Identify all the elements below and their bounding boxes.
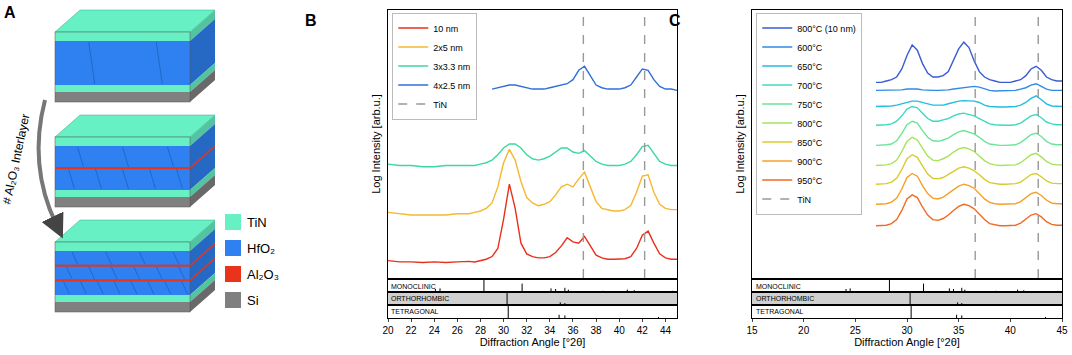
svg-text:Diffraction Angle [°2θ]: Diffraction Angle [°2θ] xyxy=(480,336,586,348)
svg-text:30: 30 xyxy=(498,325,510,336)
svg-text:34: 34 xyxy=(544,325,556,336)
svg-text:44: 44 xyxy=(660,325,672,336)
svg-text:15: 15 xyxy=(746,325,758,336)
svg-text:ORTHORHOMBIC: ORTHORHOMBIC xyxy=(391,295,449,302)
svg-text:32: 32 xyxy=(521,325,533,336)
svg-text:MONOCLINIC: MONOCLINIC xyxy=(756,283,801,290)
svg-text:TiN: TiN xyxy=(247,215,267,230)
svg-text:3x3.3 nm: 3x3.3 nm xyxy=(433,62,470,72)
svg-text:10 nm: 10 nm xyxy=(433,24,458,34)
svg-text:TiN: TiN xyxy=(433,100,447,110)
svg-text:40: 40 xyxy=(1005,325,1017,336)
svg-text:20: 20 xyxy=(798,325,810,336)
svg-text:Diffraction Angle [°2θ]: Diffraction Angle [°2θ] xyxy=(854,336,960,348)
svg-text:C: C xyxy=(669,12,681,29)
svg-text:TETRAGONAL: TETRAGONAL xyxy=(756,308,804,315)
svg-text:Log Intensity [arb.u.]: Log Intensity [arb.u.] xyxy=(734,94,746,194)
svg-text:B: B xyxy=(305,12,317,29)
svg-text:28: 28 xyxy=(475,325,487,336)
svg-text:25: 25 xyxy=(850,325,862,336)
svg-text:38: 38 xyxy=(591,325,603,336)
svg-text:36: 36 xyxy=(567,325,579,336)
svg-text:42: 42 xyxy=(637,325,649,336)
svg-text:850°C: 850°C xyxy=(797,138,823,148)
svg-text:A: A xyxy=(4,4,16,21)
svg-text:Al₂O₃: Al₂O₃ xyxy=(247,267,279,282)
svg-text:800°C: 800°C xyxy=(797,119,823,129)
svg-text:650°C: 650°C xyxy=(797,62,823,72)
svg-text:22: 22 xyxy=(406,325,418,336)
svg-text:TiN: TiN xyxy=(797,195,811,205)
svg-text:600°C: 600°C xyxy=(797,43,823,53)
svg-text:30: 30 xyxy=(901,325,913,336)
svg-text:950°C: 950°C xyxy=(797,176,823,186)
svg-text:HfO₂: HfO₂ xyxy=(247,241,275,256)
svg-text:40: 40 xyxy=(614,325,626,336)
svg-text:ORTHORHOMBIC: ORTHORHOMBIC xyxy=(756,295,814,302)
svg-text:# Al₂O₃ Interlayer: # Al₂O₃ Interlayer xyxy=(0,113,33,206)
svg-text:4x2.5 nm: 4x2.5 nm xyxy=(433,81,470,91)
svg-text:Log Intensity [arb.u.]: Log Intensity [arb.u.] xyxy=(370,94,382,194)
svg-text:TETRAGONAL: TETRAGONAL xyxy=(391,308,439,315)
svg-text:35: 35 xyxy=(953,325,965,336)
svg-text:900°C: 900°C xyxy=(797,157,823,167)
svg-text:Si: Si xyxy=(247,293,259,308)
svg-text:24: 24 xyxy=(429,325,441,336)
svg-text:20: 20 xyxy=(382,325,394,336)
svg-text:800°C (10 nm): 800°C (10 nm) xyxy=(797,24,856,34)
svg-text:MONOCLINIC: MONOCLINIC xyxy=(391,283,436,290)
svg-text:45: 45 xyxy=(1056,325,1068,336)
svg-text:750°C: 750°C xyxy=(797,100,823,110)
svg-text:700°C: 700°C xyxy=(797,81,823,91)
svg-text:2x5 nm: 2x5 nm xyxy=(433,43,463,53)
svg-text:26: 26 xyxy=(452,325,464,336)
